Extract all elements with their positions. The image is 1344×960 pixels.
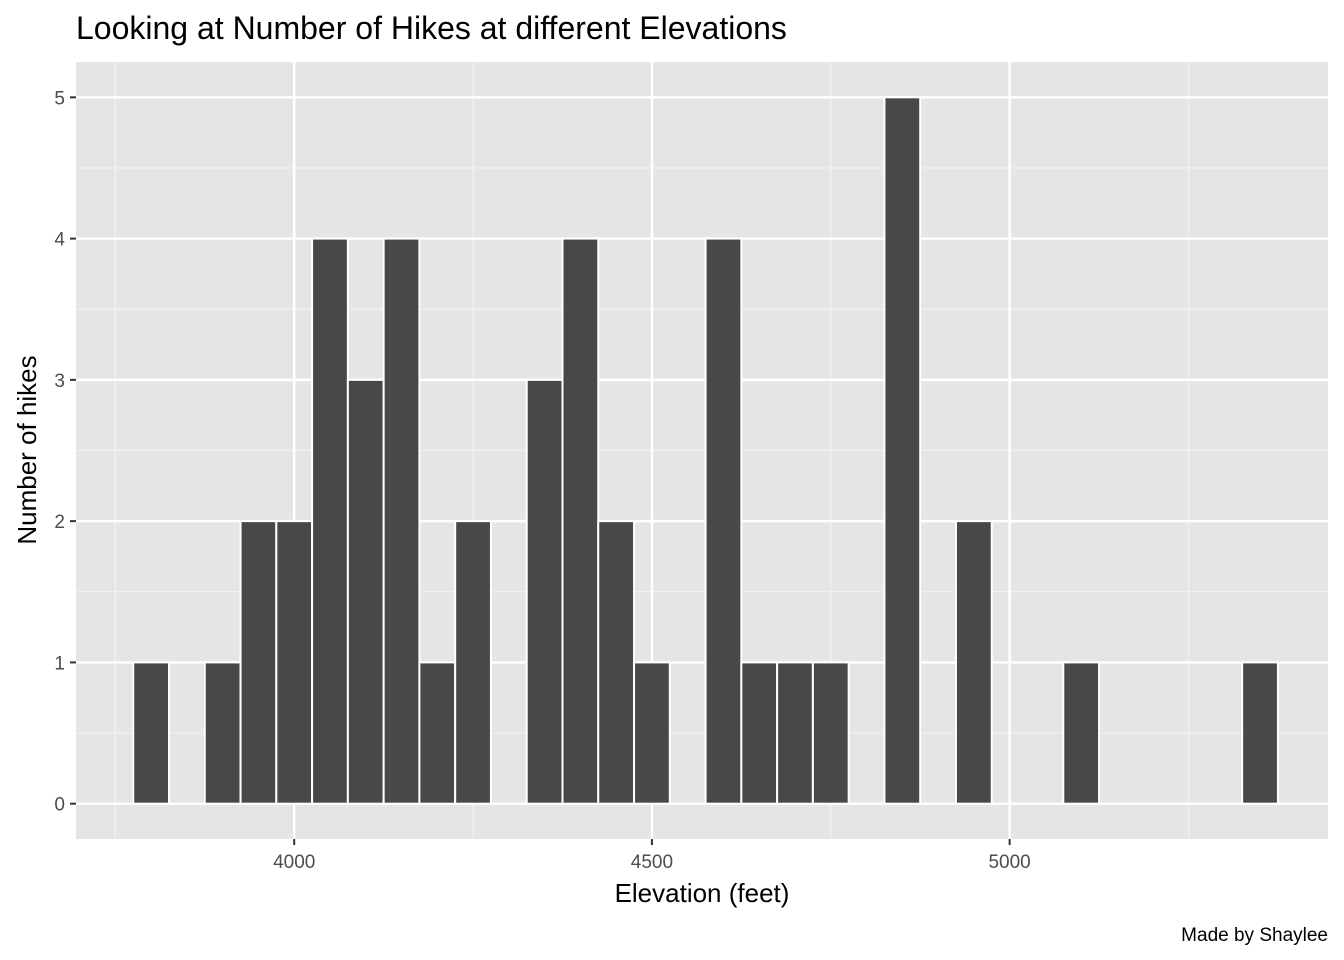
x-tick-label: 5000 [988,852,1030,873]
histogram-bar [811,661,850,805]
histogram-bar [633,661,671,805]
histogram-bar [454,520,492,805]
y-tick-label: 1 [54,653,65,674]
chart-title: Looking at Number of Hikes at different … [76,10,787,46]
y-axis: 0 1 2 3 4 5 [54,88,76,816]
x-tick-label: 4500 [631,852,673,873]
x-axis: 4000 4500 5000 [273,839,1031,873]
histogram-bar [1241,661,1279,805]
x-tick-label: 4000 [273,852,315,873]
histogram-bar [132,661,171,805]
caption: Made by Shaylee [1181,925,1328,946]
histogram-bar [704,237,743,805]
grid-minor [76,62,1328,839]
y-axis-title: Number of hikes [12,355,42,544]
y-tick-label: 5 [54,88,65,109]
histogram-bar [525,378,564,805]
histogram-bar [1062,661,1101,805]
x-axis-title: Elevation (feet) [615,878,790,908]
y-tick-label: 4 [54,230,65,251]
histogram-bar [561,237,600,805]
y-tick-label: 3 [54,371,65,392]
histogram-bar [239,520,278,805]
y-tick-label: 0 [54,795,65,816]
histogram-bar [883,96,922,805]
histogram-bar [597,520,636,805]
histogram-bar [311,237,349,805]
histogram-bar [776,661,814,805]
histogram-bar [203,661,242,805]
histogram-bar [382,237,421,805]
histogram-bar [740,661,779,805]
bars [132,96,1279,805]
histogram-bar [346,378,385,805]
y-tick-label: 2 [54,512,65,533]
histogram-bar [275,520,314,805]
histogram-bar [954,520,993,805]
histogram-bar [418,661,457,805]
